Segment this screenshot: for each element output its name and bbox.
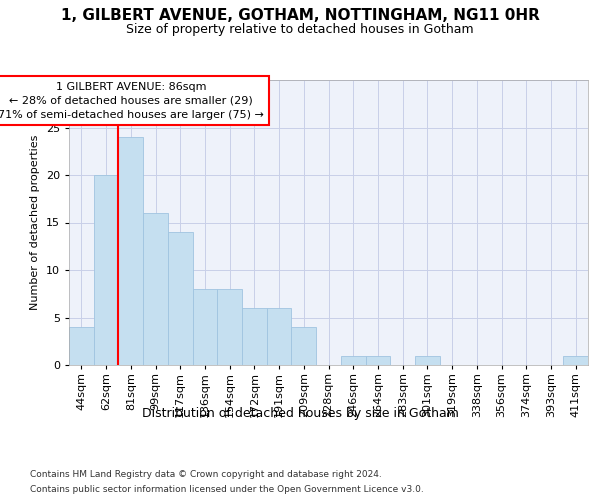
- Bar: [143, 213, 168, 365]
- Text: Contains HM Land Registry data © Crown copyright and database right 2024.: Contains HM Land Registry data © Crown c…: [30, 470, 382, 479]
- Bar: [118, 137, 143, 365]
- Bar: [341, 356, 365, 365]
- Text: 1 GILBERT AVENUE: 86sqm
← 28% of detached houses are smaller (29)
71% of semi-de: 1 GILBERT AVENUE: 86sqm ← 28% of detache…: [0, 82, 264, 120]
- Text: Contains public sector information licensed under the Open Government Licence v3: Contains public sector information licen…: [30, 485, 424, 494]
- Bar: [292, 327, 316, 365]
- Bar: [94, 175, 118, 365]
- Text: 1, GILBERT AVENUE, GOTHAM, NOTTINGHAM, NG11 0HR: 1, GILBERT AVENUE, GOTHAM, NOTTINGHAM, N…: [61, 8, 539, 22]
- Bar: [365, 356, 390, 365]
- Bar: [415, 356, 440, 365]
- Bar: [242, 308, 267, 365]
- Bar: [267, 308, 292, 365]
- Bar: [193, 289, 217, 365]
- Text: Size of property relative to detached houses in Gotham: Size of property relative to detached ho…: [126, 22, 474, 36]
- Text: Distribution of detached houses by size in Gotham: Distribution of detached houses by size …: [142, 408, 458, 420]
- Y-axis label: Number of detached properties: Number of detached properties: [30, 135, 40, 310]
- Bar: [168, 232, 193, 365]
- Bar: [217, 289, 242, 365]
- Bar: [69, 327, 94, 365]
- Bar: [563, 356, 588, 365]
